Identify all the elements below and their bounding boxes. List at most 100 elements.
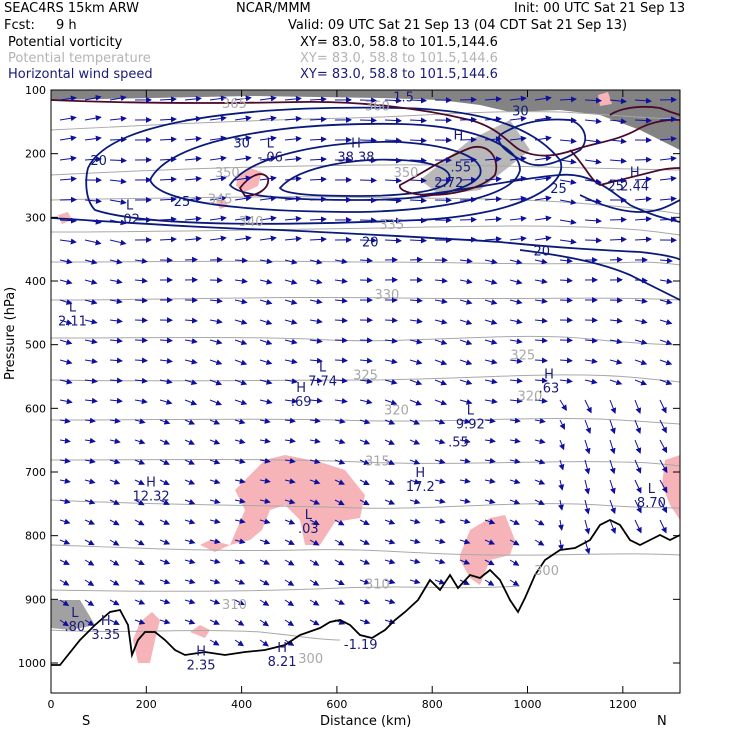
wind-vector [484,579,495,586]
wind-vector [659,359,673,366]
wind-vector [559,218,577,225]
wind-vector [434,458,446,465]
theta-label: 310 [222,598,247,613]
wind-vector [209,478,221,485]
extremum-value: .69 [291,395,312,410]
extremum-letter: H [296,381,306,396]
theta-label: 325 [510,348,535,363]
theta-label: 335 [379,218,404,233]
wind-vector [434,399,448,406]
extremum-value: .03 [298,522,319,537]
wind-vector [559,238,577,245]
wind-vector [309,599,320,606]
wind-vector [434,318,448,325]
wind-vector [434,277,448,284]
wind-vector [384,578,396,585]
wind-vector [209,578,221,585]
wind-vector [359,357,373,364]
wind-vector [84,218,102,225]
extremum-letter: L [267,136,275,151]
wind-vector [334,499,345,506]
wind-vector [184,538,196,545]
wind-vector [509,377,523,384]
wind-vector [459,438,471,444]
wind-vector [134,418,146,425]
wind-vector [184,379,198,385]
wind-vector [84,94,102,101]
wind-vector [409,177,427,184]
wind-vector [584,337,598,344]
wind-vector [509,235,527,242]
wind-vector [359,439,371,445]
wind-vector [509,498,521,505]
wind-vector [234,438,246,445]
wind-vector [109,579,120,586]
wind-vector [384,217,402,224]
wind-contours [51,106,680,301]
wind-vector [384,358,398,365]
wind-vector [384,519,396,525]
wind-vector [484,136,502,143]
wind-vector [184,235,202,242]
wind-vector [184,419,196,425]
wind-vector [459,257,473,264]
wind-vector [134,377,148,384]
wind-vector [109,95,127,102]
wind-vector [534,479,546,485]
wind-vector [309,437,321,444]
wind-vector [334,277,348,284]
wind-vector [209,95,227,102]
wind-vector [584,399,592,414]
wind-vector [309,579,320,586]
wind-vector [159,519,170,525]
wind-vector [234,379,248,386]
wind-vector [484,236,502,243]
wind-vector [59,258,73,265]
wind-vector [284,579,295,586]
wind-vector [609,379,623,386]
wind-vector [384,419,396,425]
wind-speed-label: 30 [512,104,529,119]
wind-vector [259,538,271,545]
wind-vector [159,337,173,344]
fcst-label: Fcst: [4,18,35,33]
extremum-value: 2.11 [58,315,87,330]
wind-vector [584,217,602,224]
pv-fill-blob [230,455,365,545]
wind-vector [84,377,98,384]
wind-vector [509,579,520,586]
wind-vector [309,337,323,344]
wind-vector [184,358,198,365]
wind-vector [634,97,652,104]
wind-vector [509,478,521,485]
wind-vector [284,258,298,265]
wind-vector [509,155,527,162]
wind-vector [109,539,120,546]
wind-vector [184,135,202,142]
wind-vector [84,437,96,444]
wind-vector [459,398,473,405]
wind-vector [184,195,202,202]
wind-vector [259,95,277,102]
wind-vector [84,559,95,566]
wind-vector [284,215,302,222]
wind-vector [609,177,627,184]
wind-vector [84,298,98,305]
wind-vector [484,299,498,305]
wind-vector [84,318,98,325]
wind-vector [109,178,127,185]
x-tick-label: 1200 [609,698,637,711]
wind-vector [184,498,196,505]
wind-vector [234,195,252,202]
wind-vector [209,175,227,182]
y-tick-label: 800 [25,530,46,543]
wind-vector [234,257,248,264]
wind-vector [384,479,395,485]
wind-vector [159,539,171,545]
wind-vector [109,258,123,265]
wind-vector [509,115,527,122]
wind-vector [359,378,373,385]
wind-vector [584,378,598,385]
wind-vector [259,559,271,565]
wind-vector [559,96,577,103]
